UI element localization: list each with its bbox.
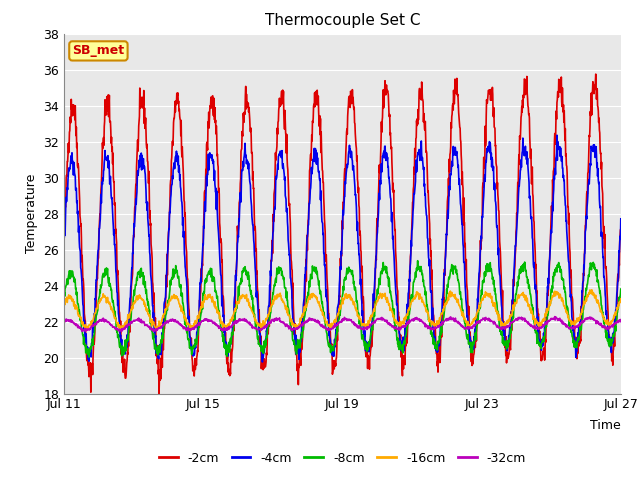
-8cm [60,296,68,301]
-8cm [317,298,325,303]
-32cm [617,317,625,323]
Line: -2cm: -2cm [64,74,621,394]
-2cm [155,391,163,397]
-32cm [611,321,618,327]
-32cm [328,325,336,331]
-4cm [553,132,561,138]
-4cm [147,275,155,281]
-4cm [259,359,266,365]
-4cm [317,211,325,216]
-32cm [317,323,325,328]
Title: Thermocouple Set C: Thermocouple Set C [265,13,420,28]
-8cm [85,354,93,360]
-8cm [414,258,422,264]
-32cm [148,325,156,331]
-2cm [592,71,600,77]
-16cm [611,315,618,321]
Y-axis label: Temperature: Temperature [25,174,38,253]
-4cm [60,236,68,241]
-32cm [474,320,482,326]
-4cm [611,328,618,334]
-16cm [474,309,482,315]
-2cm [147,241,155,247]
-8cm [328,344,336,350]
-8cm [617,286,625,292]
-4cm [328,352,336,358]
-16cm [588,287,596,293]
Line: -16cm: -16cm [64,290,621,330]
-4cm [617,216,625,222]
-2cm [328,348,336,354]
-2cm [617,226,625,232]
-16cm [83,327,91,333]
Line: -8cm: -8cm [64,261,621,357]
Text: SB_met: SB_met [72,44,124,58]
Line: -4cm: -4cm [64,135,621,362]
-2cm [60,234,68,240]
-2cm [317,147,325,153]
-16cm [556,292,563,298]
Line: -32cm: -32cm [64,317,621,331]
-2cm [556,83,563,88]
-16cm [148,318,156,324]
-16cm [617,296,625,301]
-32cm [556,315,564,321]
-8cm [556,264,564,269]
-8cm [474,313,482,319]
-4cm [556,144,564,150]
-4cm [474,299,482,304]
-32cm [551,314,559,320]
-8cm [611,333,618,339]
-8cm [148,327,156,333]
-32cm [78,328,86,334]
-16cm [328,325,336,331]
-32cm [60,318,68,324]
Text: Time: Time [590,419,621,432]
-2cm [474,295,482,300]
-16cm [317,308,325,313]
-16cm [60,300,68,306]
Legend: -2cm, -4cm, -8cm, -16cm, -32cm: -2cm, -4cm, -8cm, -16cm, -32cm [154,447,531,469]
-2cm [611,335,618,341]
